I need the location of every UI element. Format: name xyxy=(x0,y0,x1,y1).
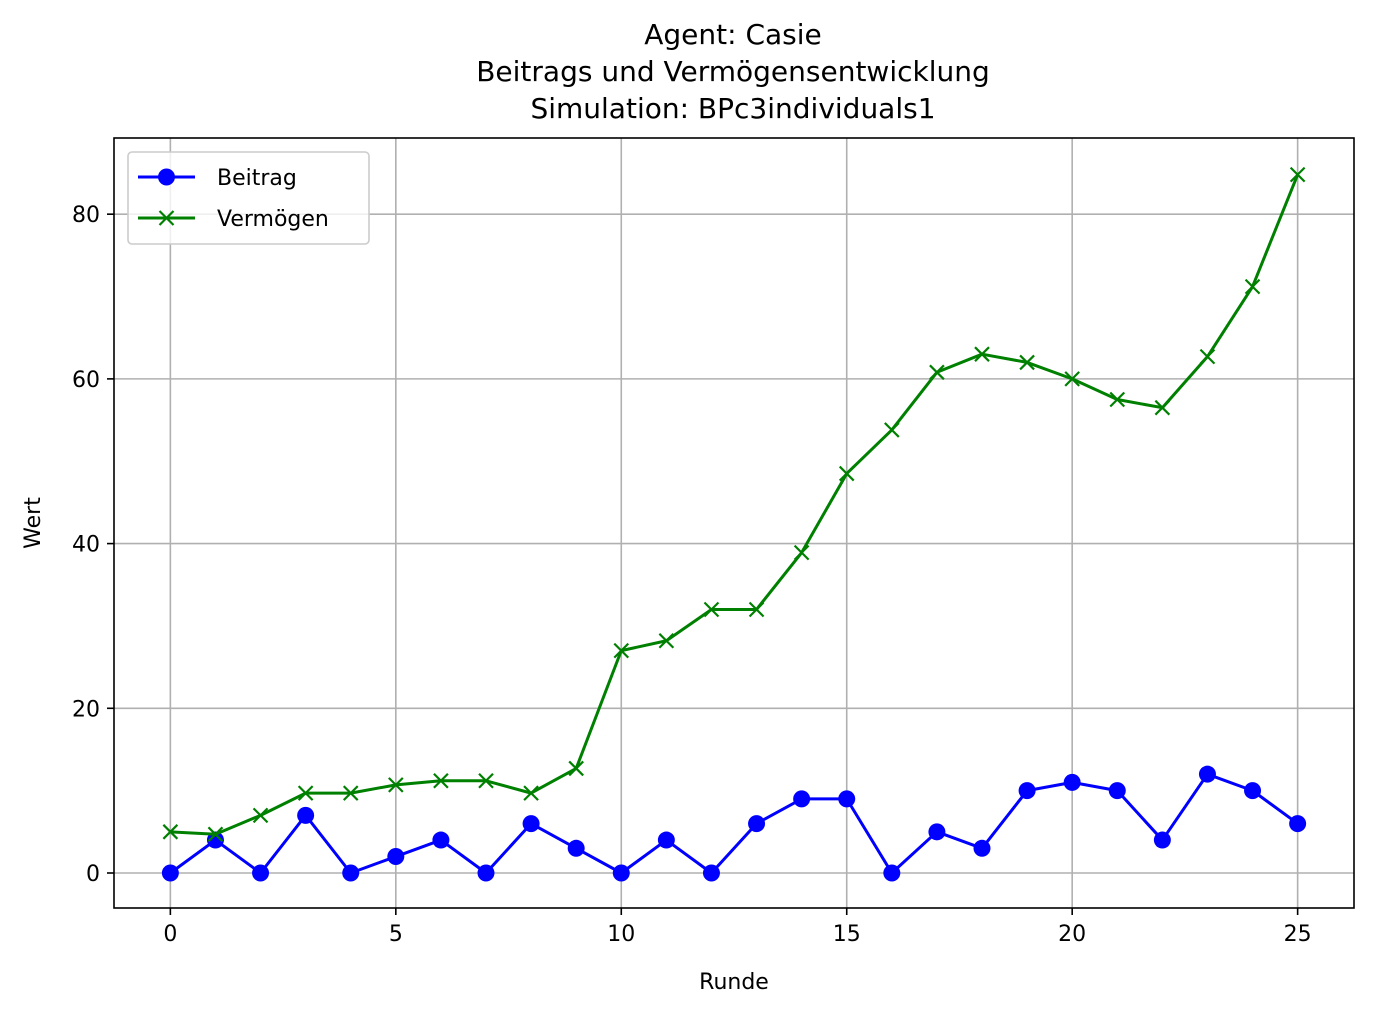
y-axis-label: Wert xyxy=(21,497,46,549)
data-point xyxy=(1244,782,1262,800)
data-point xyxy=(748,815,766,833)
data-point xyxy=(657,831,675,849)
data-point xyxy=(252,807,269,824)
data-point xyxy=(1108,782,1126,800)
data-point xyxy=(162,824,179,840)
data-point xyxy=(1063,773,1081,791)
data-point xyxy=(658,632,675,649)
data-point xyxy=(523,785,539,801)
data-point xyxy=(703,601,720,618)
data-point xyxy=(973,839,991,857)
data-point xyxy=(297,785,314,801)
x-tick-label: 10 xyxy=(607,922,635,947)
legend-item: Vermögen xyxy=(138,207,329,232)
data-point xyxy=(1199,348,1216,365)
data-point xyxy=(884,422,900,438)
chart-title-line: Agent: Casie xyxy=(644,18,822,51)
data-point xyxy=(613,642,630,659)
legend-marker xyxy=(158,168,175,186)
legend-label: Beitrag xyxy=(217,166,297,191)
data-point xyxy=(206,831,224,849)
data-point xyxy=(477,864,495,882)
legend: Beitrag Vermögen xyxy=(127,151,370,245)
data-point xyxy=(433,772,449,789)
x-tick-label: 0 xyxy=(163,922,177,947)
data-point xyxy=(702,864,720,882)
data-point xyxy=(883,864,901,882)
y-tick-label: 80 xyxy=(72,203,100,228)
x-tick-label: 25 xyxy=(1284,922,1312,947)
data-point xyxy=(342,785,359,801)
data-point xyxy=(568,760,584,777)
y-tick-label: 60 xyxy=(72,368,100,393)
data-point xyxy=(522,815,540,833)
data-point xyxy=(478,772,494,789)
data-point xyxy=(207,826,224,843)
data-point xyxy=(929,364,945,381)
legend-label: Vermögen xyxy=(217,207,329,232)
data-point xyxy=(1154,399,1171,416)
data-point xyxy=(387,848,405,866)
data-point xyxy=(161,864,179,882)
x-tick-label: 20 xyxy=(1058,922,1086,947)
grid-lines xyxy=(114,138,1354,908)
x-tick-label: 15 xyxy=(833,922,861,947)
data-point xyxy=(1019,354,1035,371)
data-point xyxy=(252,864,270,882)
y-tick-label: 0 xyxy=(86,862,100,887)
chart-title-line: Beitrags und Vermögensentwicklung xyxy=(476,55,990,88)
data-point xyxy=(567,839,585,857)
series-line xyxy=(170,174,1300,836)
x-axis-label: Runde xyxy=(699,970,769,995)
x-axis: 0 5 10 15 20 25 xyxy=(163,908,1312,947)
series-beitrag xyxy=(161,765,1307,882)
data-point xyxy=(1153,831,1171,849)
chart-title-line: Simulation: BPc3individuals1 xyxy=(530,92,935,125)
x-tick-label: 5 xyxy=(389,922,403,947)
data-series xyxy=(161,166,1307,882)
data-point xyxy=(612,864,630,882)
plot-area-frame xyxy=(113,137,1355,909)
data-point xyxy=(1244,278,1261,295)
legend-marker xyxy=(158,210,175,226)
data-point xyxy=(793,544,810,561)
data-point xyxy=(1064,371,1080,387)
data-point xyxy=(838,790,856,808)
data-point xyxy=(1109,391,1126,408)
data-point xyxy=(1289,166,1306,183)
data-point xyxy=(1018,782,1036,800)
data-point xyxy=(432,831,450,849)
data-point xyxy=(748,601,765,618)
y-tick-label: 20 xyxy=(72,697,100,722)
series-line xyxy=(169,772,1299,875)
data-point xyxy=(793,790,811,808)
data-point xyxy=(838,465,855,482)
data-point xyxy=(1289,815,1307,833)
legend-box xyxy=(127,151,370,245)
y-axis: 0 20 40 60 80 xyxy=(72,203,114,887)
chart-title: Agent: Casie Beitrags und Vermögensentwic… xyxy=(476,18,990,125)
data-point xyxy=(342,864,360,882)
legend-item: Beitrag xyxy=(138,166,297,191)
data-point xyxy=(297,806,315,824)
series-vermoegen xyxy=(162,166,1306,843)
data-point xyxy=(1198,765,1216,783)
data-point xyxy=(928,823,946,841)
data-point xyxy=(388,777,404,793)
data-point xyxy=(974,346,990,362)
y-tick-label: 40 xyxy=(72,533,100,558)
